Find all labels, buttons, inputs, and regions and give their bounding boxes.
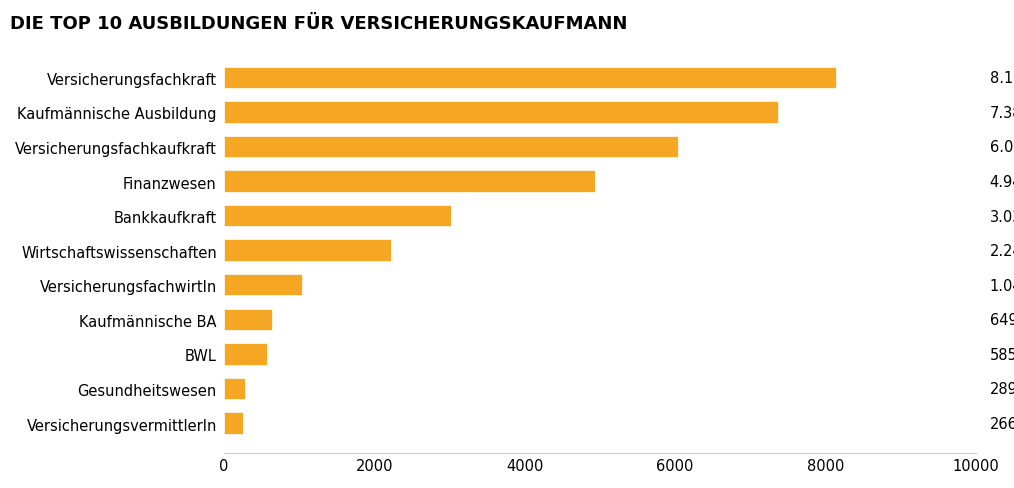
Text: DIE TOP 10 AUSBILDUNGEN FÜR VERSICHERUNGSKAUFMANN: DIE TOP 10 AUSBILDUNGEN FÜR VERSICHERUNG… — [10, 15, 628, 33]
Text: 6.059: 6.059 — [990, 140, 1014, 155]
Bar — [224, 102, 779, 124]
Bar — [224, 205, 452, 228]
Bar — [224, 67, 838, 90]
Bar — [224, 344, 268, 366]
Bar — [224, 274, 302, 297]
Text: 266: 266 — [990, 416, 1014, 431]
Text: 4.946: 4.946 — [990, 175, 1014, 190]
Text: 289: 289 — [990, 382, 1014, 397]
Bar — [224, 309, 273, 331]
Text: 7.380: 7.380 — [990, 106, 1014, 121]
Text: 649: 649 — [990, 313, 1014, 327]
Bar — [224, 378, 245, 400]
Bar — [224, 412, 243, 435]
Bar — [224, 240, 392, 263]
Text: 1.047: 1.047 — [990, 278, 1014, 293]
Bar — [224, 137, 679, 159]
Text: 8.160: 8.160 — [990, 71, 1014, 86]
Text: 3.036: 3.036 — [990, 209, 1014, 224]
Text: 585: 585 — [990, 347, 1014, 362]
Text: 2.241: 2.241 — [990, 244, 1014, 259]
Bar — [224, 171, 595, 193]
